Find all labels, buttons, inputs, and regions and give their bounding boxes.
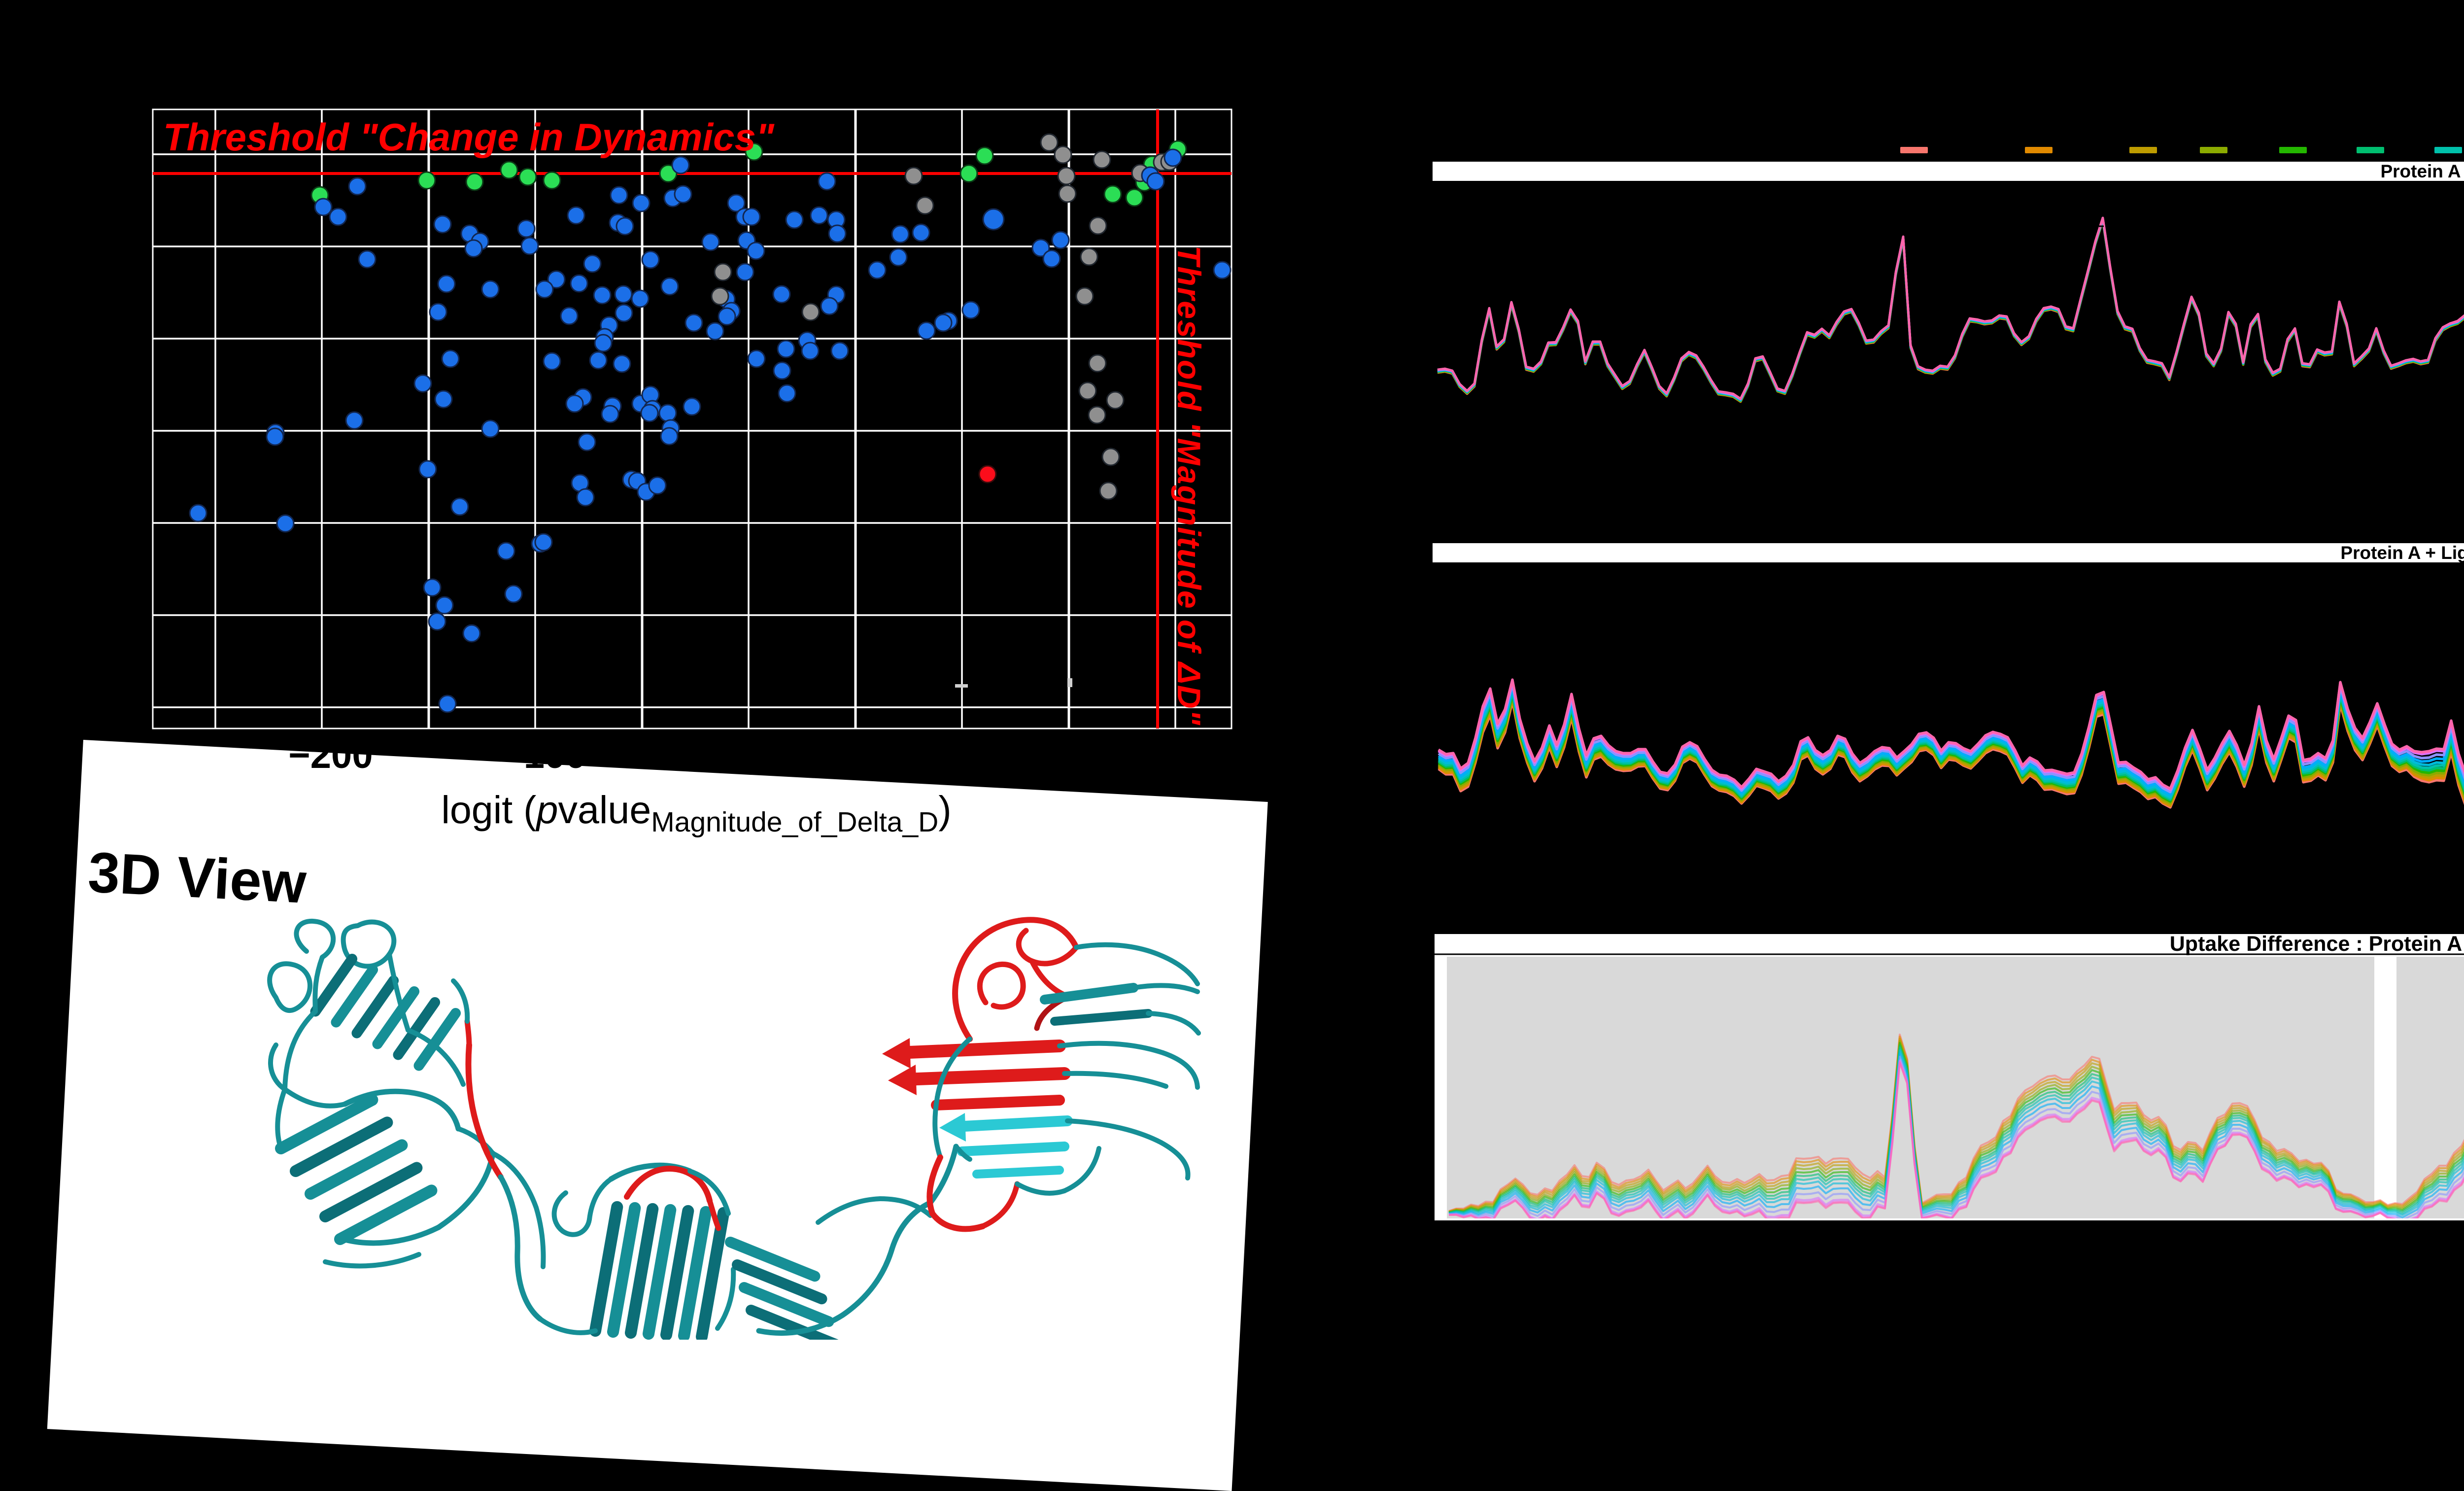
svg-text:logit (pvalueMagnitude_of_Delt: logit (pvalueMagnitude_of_Delta_D) (441, 788, 951, 838)
svg-text:−200: −200 (288, 734, 373, 776)
svg-text:Protein A: Protein A (2380, 161, 2461, 181)
svg-text:Protein A + Ligand: Protein A + Ligand (2340, 543, 2464, 563)
svg-text:Threshold "Change in Dynamics": Threshold "Change in Dynamics" (163, 115, 775, 159)
svg-text:Uptake Difference : Protein A: Uptake Difference : Protein A - (Protein… (2170, 932, 2464, 956)
svg-text:−100: −100 (502, 734, 586, 776)
svg-text:Threshold "Magnitude of ΔD": Threshold "Magnitude of ΔD" (1171, 245, 1207, 726)
svg-text:0: 0 (747, 734, 768, 776)
svg-text:100: 100 (940, 734, 1002, 776)
svg-text:200: 200 (1153, 734, 1216, 776)
